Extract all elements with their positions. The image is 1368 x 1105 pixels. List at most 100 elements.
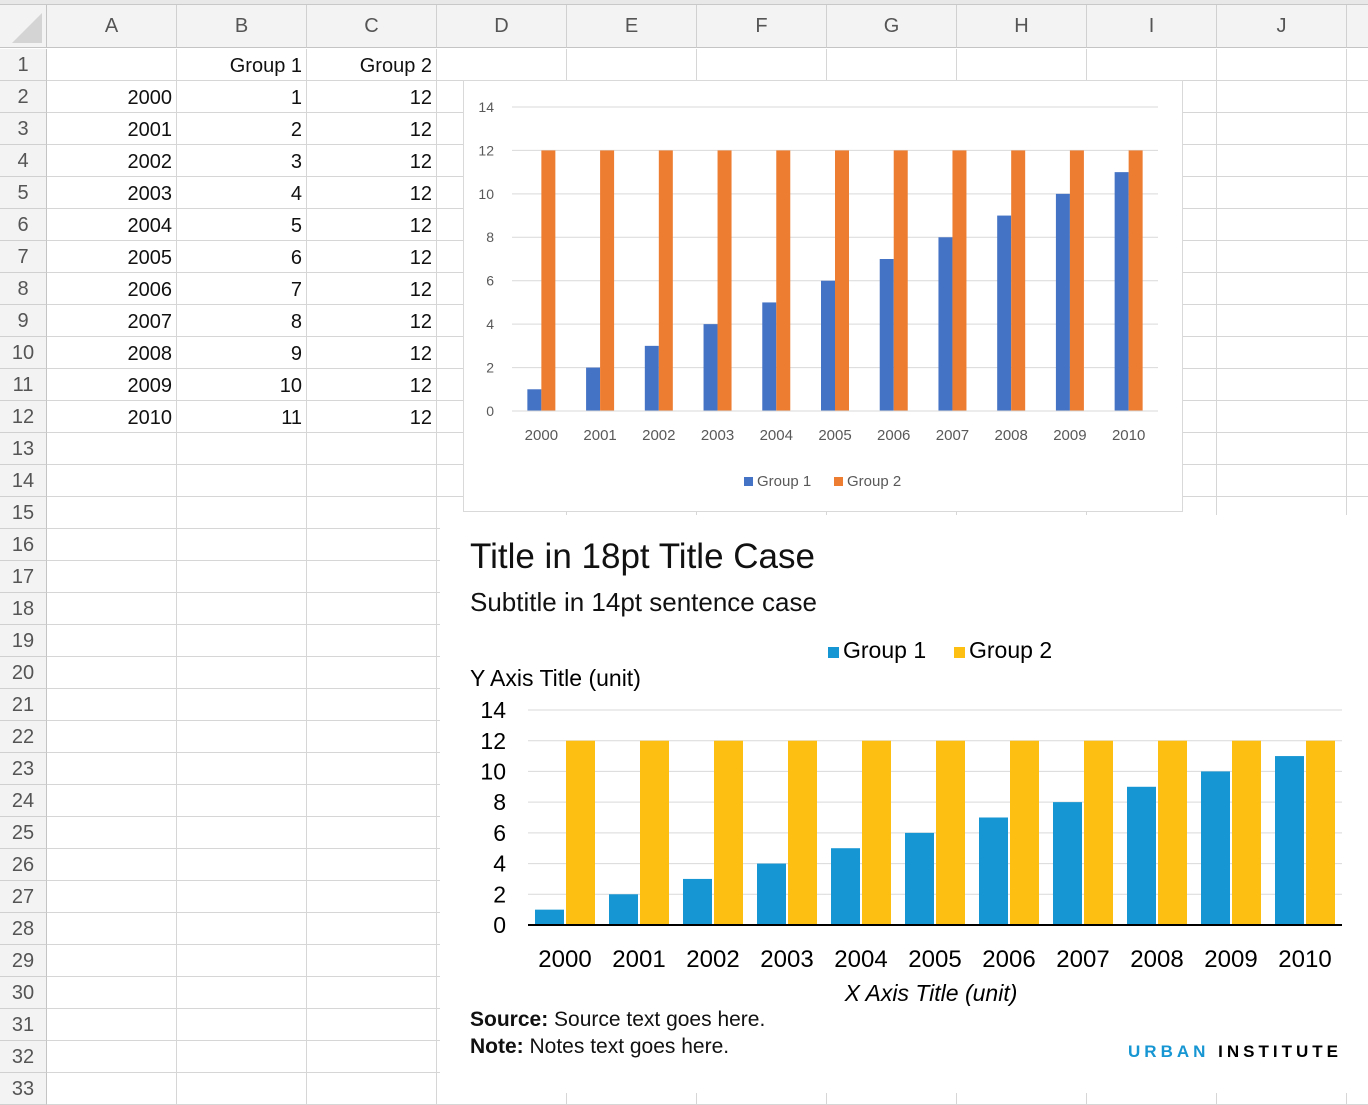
cell-a2[interactable]: 2000	[47, 81, 177, 113]
cell-c24[interactable]	[307, 785, 437, 817]
column-header-g[interactable]: G	[827, 5, 957, 48]
cell-k12[interactable]	[1347, 401, 1368, 433]
cell-c4[interactable]: 12	[307, 145, 437, 177]
cell-j7[interactable]	[1217, 241, 1347, 273]
cell-b29[interactable]	[177, 945, 307, 977]
column-header-extra[interactable]	[1347, 5, 1368, 48]
column-header-c[interactable]: C	[307, 5, 437, 48]
cell-a29[interactable]	[47, 945, 177, 977]
urban-styled-chart[interactable]: Title in 18pt Title Case Subtitle in 14p…	[440, 515, 1368, 1093]
cell-b21[interactable]	[177, 689, 307, 721]
cell-c18[interactable]	[307, 593, 437, 625]
row-header-29[interactable]: 29	[0, 945, 47, 977]
cell-b25[interactable]	[177, 817, 307, 849]
cell-j10[interactable]	[1217, 337, 1347, 369]
cell-j8[interactable]	[1217, 273, 1347, 305]
cell-a26[interactable]	[47, 849, 177, 881]
cell-b19[interactable]	[177, 625, 307, 657]
cell-c8[interactable]: 12	[307, 273, 437, 305]
cell-a31[interactable]	[47, 1009, 177, 1041]
column-header-f[interactable]: F	[697, 5, 827, 48]
cell-a33[interactable]	[47, 1073, 177, 1105]
cell-j5[interactable]	[1217, 177, 1347, 209]
cell-b28[interactable]	[177, 913, 307, 945]
cell-c21[interactable]	[307, 689, 437, 721]
row-header-3[interactable]: 3	[0, 113, 47, 145]
cell-c7[interactable]: 12	[307, 241, 437, 273]
cell-d1[interactable]	[437, 49, 567, 81]
row-header-19[interactable]: 19	[0, 625, 47, 657]
cell-c11[interactable]: 12	[307, 369, 437, 401]
row-header-10[interactable]: 10	[0, 337, 47, 369]
cell-a12[interactable]: 2010	[47, 401, 177, 433]
cell-j2[interactable]	[1217, 81, 1347, 113]
row-header-15[interactable]: 15	[0, 497, 47, 529]
cell-a25[interactable]	[47, 817, 177, 849]
cell-a14[interactable]	[47, 465, 177, 497]
row-header-21[interactable]: 21	[0, 689, 47, 721]
row-header-32[interactable]: 32	[0, 1041, 47, 1073]
cell-a21[interactable]	[47, 689, 177, 721]
cell-a1[interactable]	[47, 49, 177, 81]
row-header-7[interactable]: 7	[0, 241, 47, 273]
cell-b16[interactable]	[177, 529, 307, 561]
row-header-5[interactable]: 5	[0, 177, 47, 209]
cell-a23[interactable]	[47, 753, 177, 785]
row-header-1[interactable]: 1	[0, 49, 47, 81]
cell-b13[interactable]	[177, 433, 307, 465]
cell-e1[interactable]	[567, 49, 697, 81]
select-all-corner[interactable]	[0, 5, 47, 48]
cell-c13[interactable]	[307, 433, 437, 465]
cell-c30[interactable]	[307, 977, 437, 1009]
column-header-i[interactable]: I	[1087, 5, 1217, 48]
cell-c9[interactable]: 12	[307, 305, 437, 337]
cell-k10[interactable]	[1347, 337, 1368, 369]
cell-b3[interactable]: 2	[177, 113, 307, 145]
cell-a8[interactable]: 2006	[47, 273, 177, 305]
cell-a17[interactable]	[47, 561, 177, 593]
cell-c33[interactable]	[307, 1073, 437, 1105]
cell-b17[interactable]	[177, 561, 307, 593]
cell-j13[interactable]	[1217, 433, 1347, 465]
cell-b7[interactable]: 6	[177, 241, 307, 273]
cell-c22[interactable]	[307, 721, 437, 753]
row-header-12[interactable]: 12	[0, 401, 47, 433]
cell-k8[interactable]	[1347, 273, 1368, 305]
row-header-4[interactable]: 4	[0, 145, 47, 177]
cell-a16[interactable]	[47, 529, 177, 561]
row-header-8[interactable]: 8	[0, 273, 47, 305]
cell-b12[interactable]: 11	[177, 401, 307, 433]
excel-default-chart[interactable]: 0 2 4 6 8 10 12 14 2000 2001 2002 2003 2004 2005 2006 2…	[463, 80, 1183, 512]
column-header-d[interactable]: D	[437, 5, 567, 48]
row-header-14[interactable]: 14	[0, 465, 47, 497]
row-header-13[interactable]: 13	[0, 433, 47, 465]
cell-c3[interactable]: 12	[307, 113, 437, 145]
cell-c17[interactable]	[307, 561, 437, 593]
row-header-25[interactable]: 25	[0, 817, 47, 849]
cell-j4[interactable]	[1217, 145, 1347, 177]
cell-c27[interactable]	[307, 881, 437, 913]
cell-c29[interactable]	[307, 945, 437, 977]
cell-c15[interactable]	[307, 497, 437, 529]
cell-a9[interactable]: 2007	[47, 305, 177, 337]
row-header-2[interactable]: 2	[0, 81, 47, 113]
cell-a19[interactable]	[47, 625, 177, 657]
row-header-28[interactable]: 28	[0, 913, 47, 945]
cell-a18[interactable]	[47, 593, 177, 625]
cell-a7[interactable]: 2005	[47, 241, 177, 273]
cell-b22[interactable]	[177, 721, 307, 753]
cell-b27[interactable]	[177, 881, 307, 913]
cell-a15[interactable]	[47, 497, 177, 529]
cell-c5[interactable]: 12	[307, 177, 437, 209]
column-header-h[interactable]: H	[957, 5, 1087, 48]
cell-k6[interactable]	[1347, 209, 1368, 241]
cell-b18[interactable]	[177, 593, 307, 625]
cell-f1[interactable]	[697, 49, 827, 81]
cell-k9[interactable]	[1347, 305, 1368, 337]
row-header-30[interactable]: 30	[0, 977, 47, 1009]
cell-k14[interactable]	[1347, 465, 1368, 497]
cell-a22[interactable]	[47, 721, 177, 753]
row-header-11[interactable]: 11	[0, 369, 47, 401]
cell-k1[interactable]	[1347, 49, 1368, 81]
cell-g1[interactable]	[827, 49, 957, 81]
